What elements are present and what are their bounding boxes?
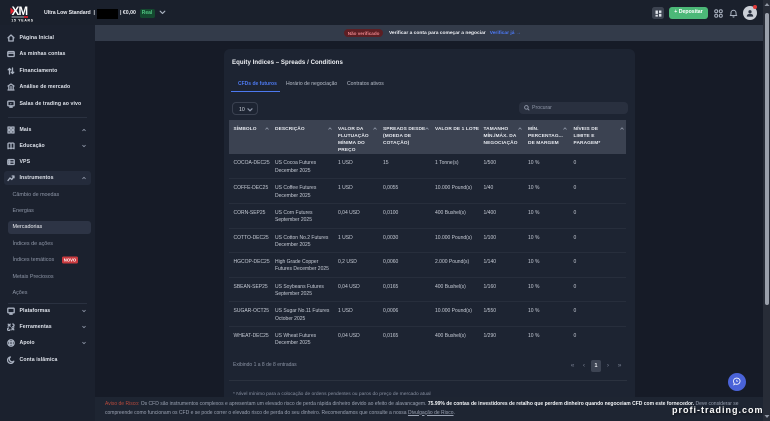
- svg-text:XM: XM: [12, 6, 28, 18]
- svg-text:15 YEARS: 15 YEARS: [11, 18, 33, 22]
